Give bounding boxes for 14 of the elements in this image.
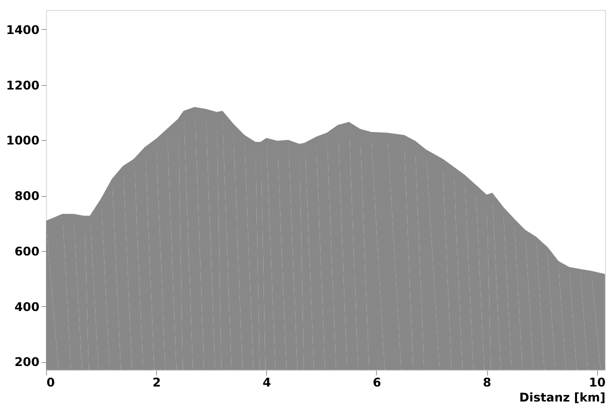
y-tick-label: 200 [14, 355, 40, 370]
x-tick-label: 4 [262, 376, 271, 390]
y-tick-label: 600 [14, 244, 40, 258]
x-axis-title: Distanz [km] [519, 390, 606, 404]
x-tick-label: 2 [152, 376, 161, 390]
x-tick-label: 0 [46, 376, 55, 390]
y-tick-label: 1000 [6, 134, 40, 148]
y-tick-label: 400 [14, 300, 40, 314]
y-tick-label: 800 [14, 189, 40, 204]
x-tick-label: 8 [482, 376, 492, 390]
x-tick-label: 6 [372, 376, 382, 390]
y-tick-label: 1400 [6, 22, 40, 37]
x-tick-label: 10 [588, 376, 606, 390]
y-tick-label: 1200 [6, 78, 40, 92]
